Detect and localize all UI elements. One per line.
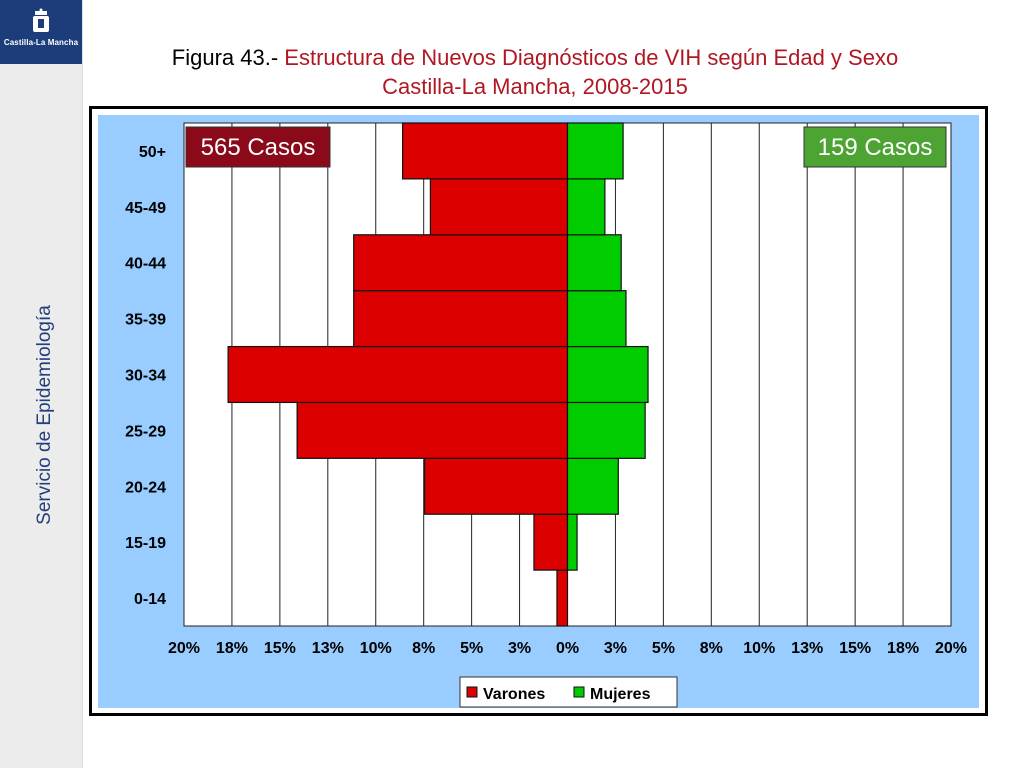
title-prefix: Figura 43.- [171,45,285,70]
x-tick-label: 15% [264,640,296,657]
varones-bar [353,290,569,348]
legend-box [459,676,678,708]
department-label: Servicio de Epidemiología [34,305,55,525]
varones-bar [296,401,569,459]
x-tick-label: 18% [887,640,919,657]
varones-total-badge-label: 565 Casos [201,134,316,161]
legend-swatch [466,686,478,698]
legend-label: Mujeres [590,686,651,703]
x-tick-label: 5% [460,640,483,657]
y-category-label: 40-44 [125,256,166,273]
x-tick-label: 5% [652,640,675,657]
y-category-label: 0-14 [134,591,166,608]
varones-bar [556,569,569,627]
varones-bar [533,513,569,571]
y-category-label: 35-39 [125,312,166,329]
x-tick-label: 10% [743,640,775,657]
varones-bar [429,178,569,236]
legend: Varones Mujeres [459,676,678,708]
y-category-label: 20-24 [125,479,166,496]
x-tick-label: 20% [935,640,967,657]
y-category-label: 15-19 [125,535,166,552]
x-tick-label: 20% [168,640,200,657]
x-tick-label: 8% [412,640,435,657]
varones-bar [424,457,569,515]
mujeres-total-badge [803,126,947,168]
page-title: Figura 43.- Estructura de Nuevos Diagnós… [90,43,980,101]
varones-bar [353,234,569,292]
title-line-1: Estructura de Nuevos Diagnósticos de VIH… [284,45,899,70]
x-tick-label: 15% [839,640,871,657]
sidebar: Castilla-La Mancha Servicio de Epidemiol… [0,0,83,768]
title-line-2: Castilla-La Mancha, 2008-2015 [382,74,688,99]
x-tick-label: 13% [312,640,344,657]
x-tick-label: 0% [556,640,579,657]
mujeres-bar [566,513,578,571]
x-tick-label: 18% [216,640,248,657]
logo-text: Castilla-La Mancha [3,38,79,47]
castilla-la-mancha-logo: Castilla-La Mancha [0,0,82,64]
varones-total-badge [185,126,331,168]
varones-bar [227,345,569,404]
mujeres-bar [566,122,624,180]
population-pyramid-chart: 20% 18% 15% 13% 10% 8% 5% 3% 0% 3% 5% 8% 10% 13% 15% 18… [98,115,979,708]
y-category-label: 50+ [139,144,166,161]
mujeres-total-badge-label: 159 Casos [818,134,933,161]
x-tick-label: 3% [508,640,531,657]
mujeres-bar [566,234,622,292]
mujeres-bar [566,345,649,404]
y-category-label: 45-49 [125,200,166,217]
coat-of-arms-icon [33,8,49,32]
mujeres-bar [566,178,606,236]
y-category-label: 30-34 [125,368,166,385]
legend-swatch [573,686,585,698]
varones-bar [401,122,569,180]
mujeres-bar [566,457,619,515]
x-tick-label: 8% [700,640,723,657]
chart-frame: 20% 18% 15% 13% 10% 8% 5% 3% 0% 3% 5% 8% 10% 13% 15% 18… [89,106,988,716]
mujeres-bar [566,290,627,348]
mujeres-bar [566,401,646,459]
x-tick-label: 13% [791,640,823,657]
y-category-label: 25-29 [125,423,166,440]
x-tick-label: 3% [604,640,627,657]
x-tick-label: 10% [360,640,392,657]
legend-label: Varones [483,686,545,703]
